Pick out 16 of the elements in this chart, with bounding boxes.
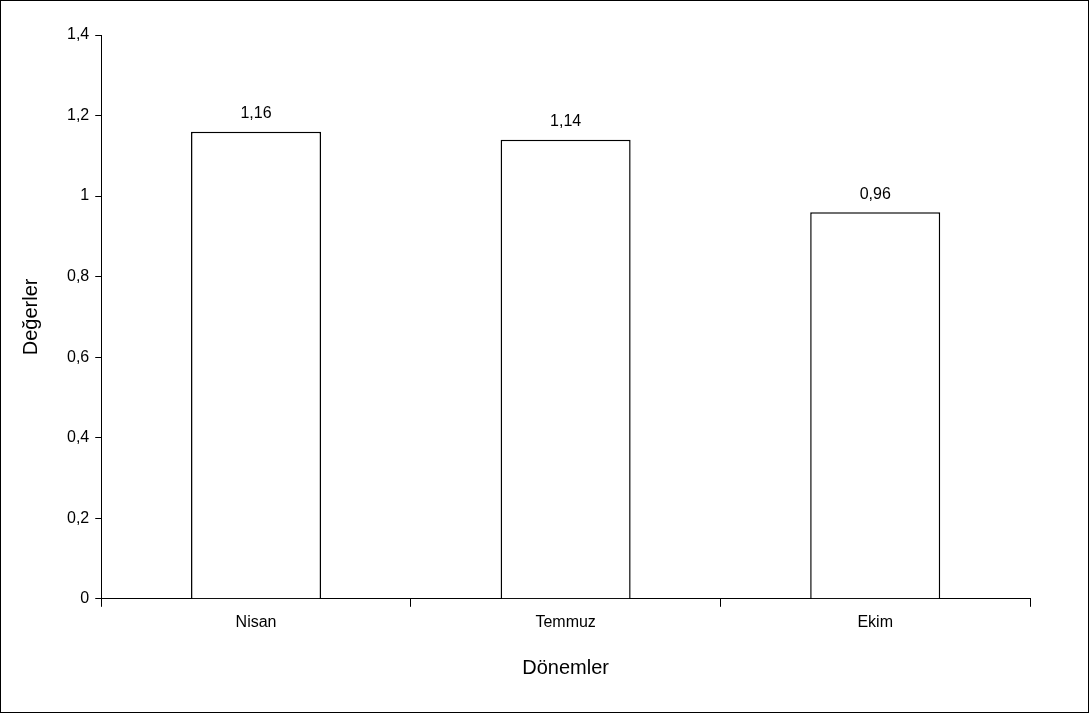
x-tick-label: Temmuz [535, 612, 596, 630]
y-tick-label: 0 [80, 589, 90, 607]
y-tick-label: 1,2 [66, 105, 90, 123]
y-tick-label: 0,2 [66, 508, 90, 526]
y-tick-label: 1 [80, 186, 90, 204]
y-tick-label: 0,8 [66, 267, 90, 285]
data-label: 1,16 [240, 104, 272, 122]
y-tick-label: 0,6 [66, 347, 90, 365]
x-tick-label: Ekim [857, 612, 893, 630]
x-axis-title: Dönemler [522, 655, 610, 678]
data-label: 1,14 [550, 112, 582, 130]
data-label: 0,96 [859, 184, 891, 202]
y-tick-label: 1,4 [66, 25, 90, 43]
y-axis-title: Değerler [18, 278, 41, 356]
y-tick-label: 0,4 [66, 428, 90, 446]
x-tick-label: Nisan [235, 612, 277, 630]
